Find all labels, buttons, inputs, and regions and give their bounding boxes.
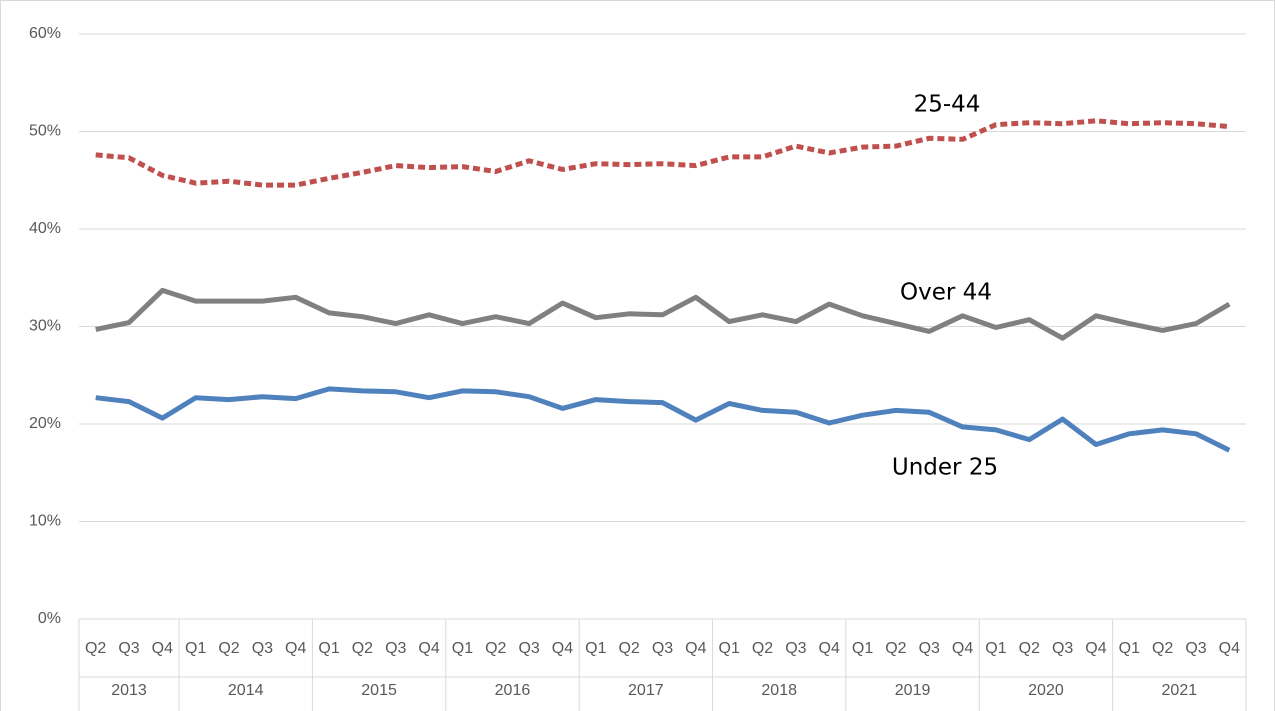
x-tick-label: Q3 — [1052, 640, 1073, 657]
y-tick-label: 60% — [29, 25, 61, 42]
x-tick-label: Q2 — [485, 640, 506, 657]
x-group-label: 2019 — [895, 682, 931, 699]
x-tick-label: Q2 — [85, 640, 106, 657]
x-tick-label: Q3 — [919, 640, 940, 657]
x-group-label: 2014 — [228, 682, 264, 699]
x-group-label: 2020 — [1028, 682, 1064, 699]
series-label: Over 44 — [900, 280, 992, 306]
x-tick-label: Q4 — [952, 640, 973, 657]
y-tick-label: 20% — [29, 415, 61, 432]
x-group-label: 2018 — [761, 682, 797, 699]
x-group-label: 2021 — [1162, 682, 1198, 699]
series-line — [95, 118, 1230, 188]
x-tick-label: Q4 — [285, 640, 306, 657]
x-tick-label: Q4 — [1219, 640, 1240, 657]
x-tick-label: Q1 — [185, 640, 206, 657]
series-line — [95, 386, 1231, 453]
y-tick-label: 10% — [29, 513, 61, 530]
x-tick-label: Q3 — [652, 640, 673, 657]
x-tick-label: Q3 — [118, 640, 139, 657]
x-tick-label: Q4 — [685, 640, 706, 657]
x-tick-label: Q1 — [318, 640, 339, 657]
x-tick-label: Q2 — [352, 640, 373, 657]
x-tick-label: Q1 — [719, 640, 740, 657]
x-tick-label: Q2 — [618, 640, 639, 657]
x-tick-label: Q2 — [1019, 640, 1040, 657]
x-group-label: 2013 — [111, 682, 147, 699]
x-tick-label: Q3 — [1185, 640, 1206, 657]
x-tick-label: Q2 — [218, 640, 239, 657]
y-tick-label: 30% — [29, 318, 61, 335]
x-tick-label: Q4 — [1085, 640, 1106, 657]
x-tick-label: Q3 — [252, 640, 273, 657]
x-tick-label: Q3 — [785, 640, 806, 657]
x-tick-label: Q4 — [819, 640, 840, 657]
y-tick-label: 50% — [29, 123, 61, 140]
x-tick-label: Q4 — [152, 640, 173, 657]
series-label: 25-44 — [914, 92, 981, 118]
x-tick-label: Q2 — [885, 640, 906, 657]
x-tick-label: Q4 — [418, 640, 439, 657]
y-tick-label: 40% — [29, 220, 61, 237]
x-tick-label: Q1 — [985, 640, 1006, 657]
x-tick-label: Q3 — [385, 640, 406, 657]
x-tick-label: Q2 — [752, 640, 773, 657]
x-group-label: 2015 — [361, 682, 397, 699]
x-tick-label: Q1 — [585, 640, 606, 657]
x-tick-label: Q1 — [1119, 640, 1140, 657]
series-line — [95, 287, 1231, 341]
x-tick-label: Q1 — [452, 640, 473, 657]
y-tick-label: 0% — [38, 610, 61, 627]
x-tick-label: Q4 — [552, 640, 573, 657]
x-group-label: 2016 — [495, 682, 531, 699]
series-label: Under 25 — [892, 455, 998, 481]
x-tick-label: Q3 — [518, 640, 539, 657]
x-group-label: 2017 — [628, 682, 664, 699]
x-tick-label: Q1 — [852, 640, 873, 657]
x-tick-label: Q2 — [1152, 640, 1173, 657]
